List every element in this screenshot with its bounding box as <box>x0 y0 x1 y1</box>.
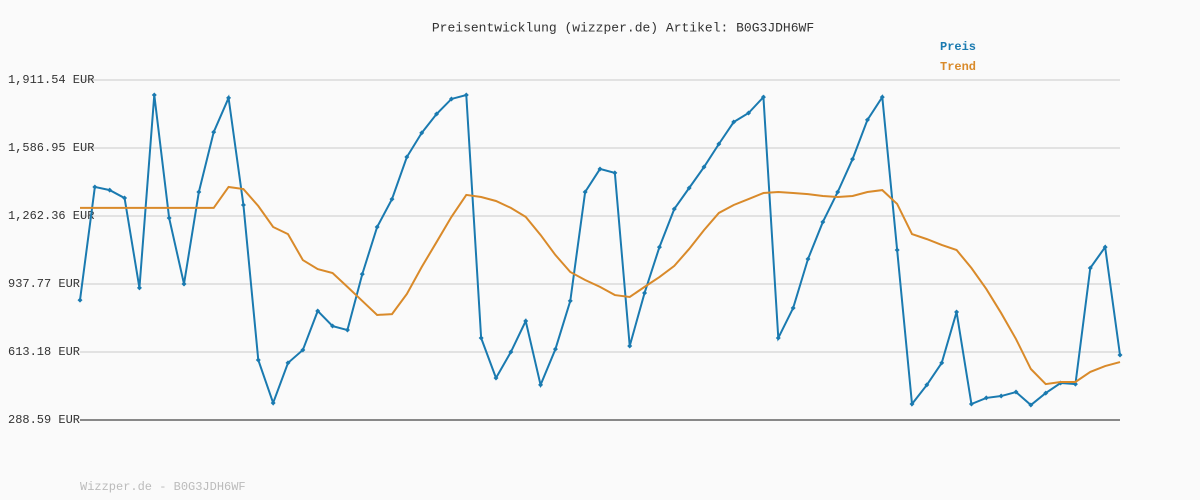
point-marker <box>122 195 128 201</box>
point-marker <box>136 285 142 291</box>
point-marker <box>983 395 989 401</box>
point-marker <box>835 189 841 195</box>
point-marker <box>523 318 529 324</box>
point-marker <box>1102 244 1108 250</box>
point-marker <box>434 111 440 117</box>
point-marker <box>790 305 796 311</box>
point-marker <box>181 281 187 287</box>
legend-label: Trend <box>940 60 976 74</box>
point-marker <box>642 290 648 296</box>
y-tick-label: 1,262.36 EUR <box>8 209 94 223</box>
point-marker <box>1117 352 1123 358</box>
point-marker <box>1013 389 1019 395</box>
point-marker <box>270 400 276 406</box>
point-marker <box>968 401 974 407</box>
point-marker <box>151 92 157 98</box>
point-marker <box>656 244 662 250</box>
point-marker <box>567 298 573 304</box>
point-marker <box>582 189 588 195</box>
point-marker <box>924 382 930 388</box>
point-marker <box>359 271 365 277</box>
point-marker <box>419 130 425 136</box>
y-tick-label: 288.59 EUR <box>8 413 80 427</box>
point-marker <box>909 401 915 407</box>
point-marker <box>731 119 737 125</box>
point-marker <box>448 96 454 102</box>
point-marker <box>300 347 306 353</box>
point-marker <box>998 393 1004 399</box>
point-marker <box>701 164 707 170</box>
footer: Wizzper.de - B0G3JDH6WF <box>80 480 246 494</box>
point-marker <box>493 375 499 381</box>
point-marker <box>240 202 246 208</box>
point-marker <box>389 196 395 202</box>
point-marker <box>344 327 350 333</box>
point-marker <box>612 170 618 176</box>
point-marker <box>404 154 410 160</box>
y-tick-label: 937.77 EUR <box>8 277 80 291</box>
point-marker <box>285 360 291 366</box>
point-marker <box>894 247 900 253</box>
point-marker <box>820 219 826 225</box>
point-marker <box>627 343 633 349</box>
point-marker <box>864 117 870 123</box>
point-marker <box>226 95 232 101</box>
point-marker <box>330 323 336 329</box>
point-marker <box>77 297 83 303</box>
point-marker <box>463 92 469 98</box>
point-marker <box>166 215 172 221</box>
point-marker <box>954 309 960 315</box>
point-marker <box>255 357 261 363</box>
point-marker <box>805 256 811 262</box>
point-marker <box>107 187 113 193</box>
point-marker <box>315 308 321 314</box>
point-marker <box>478 335 484 341</box>
point-marker <box>196 189 202 195</box>
point-marker <box>1043 390 1049 396</box>
point-marker <box>211 129 217 135</box>
point-marker <box>671 206 677 212</box>
point-marker <box>879 94 885 100</box>
point-marker <box>552 346 558 352</box>
point-marker <box>1087 265 1093 271</box>
legend-label: Preis <box>940 40 976 54</box>
point-marker <box>716 141 722 147</box>
y-tick-label: 1,586.95 EUR <box>8 141 94 155</box>
point-marker <box>686 185 692 191</box>
point-marker <box>939 360 945 366</box>
point-marker <box>775 335 781 341</box>
point-marker <box>1028 402 1034 408</box>
point-marker <box>538 382 544 388</box>
point-marker <box>597 166 603 172</box>
y-tick-label: 1,911.54 EUR <box>8 73 94 87</box>
point-marker <box>508 349 514 355</box>
chart-title: Preisentwicklung (wizzper.de) Artikel: B… <box>432 20 814 35</box>
series-line <box>80 185 1121 386</box>
point-marker <box>850 156 856 162</box>
y-tick-label: 613.18 EUR <box>8 345 80 359</box>
point-marker <box>760 94 766 100</box>
point-marker <box>746 110 752 116</box>
point-marker <box>374 224 380 230</box>
point-marker <box>92 184 98 190</box>
